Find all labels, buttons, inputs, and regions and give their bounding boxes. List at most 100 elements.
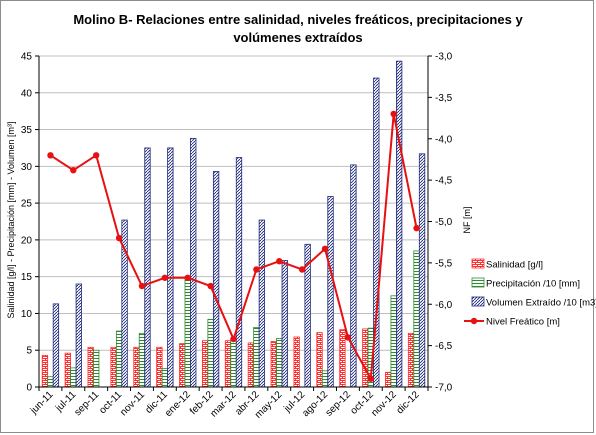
bar-brick [293, 336, 300, 388]
legend-swatch [471, 258, 485, 269]
line-point [344, 334, 352, 341]
axes-layer [35, 55, 432, 391]
x-tick-label: nov-11 [118, 389, 147, 418]
bar-brick [224, 340, 232, 388]
legend-label: Nivel Freático [m] [486, 317, 560, 328]
y2-tick-label: -3,5 [435, 93, 453, 104]
line-point [413, 224, 420, 232]
line-point [207, 282, 214, 290]
line-point [115, 234, 123, 242]
y-tick-label: 45 [21, 52, 33, 63]
line-layer [47, 110, 420, 383]
bar-diag [235, 157, 243, 388]
y-tick-label: 25 [21, 199, 33, 210]
bar-brick [64, 352, 71, 388]
bar-hlines [138, 332, 146, 388]
bar-diag [327, 196, 334, 388]
line-point [367, 375, 374, 382]
legend-label: Precipitación /10 [mm] [486, 279, 580, 290]
line-point [184, 274, 191, 281]
bar-brick [247, 342, 255, 388]
bar-diag [258, 219, 266, 388]
bar-hlines [413, 250, 420, 388]
bar-brick [316, 332, 323, 388]
y-tick-label: 5 [26, 346, 32, 357]
bar-hlines [321, 370, 329, 388]
bar-hlines [253, 327, 260, 388]
line-point [276, 258, 283, 265]
y2-tick-label: -4,5 [435, 176, 453, 187]
line-point [298, 266, 306, 273]
bar-brick [179, 343, 186, 388]
x-tick-label: sep-12 [324, 389, 354, 419]
y2-tick-label: -5,5 [435, 258, 453, 269]
bar-diag [418, 153, 426, 388]
y2-tick-label: -7,0 [435, 383, 453, 394]
line-point [138, 282, 146, 290]
legend-label: Salinidad [g/l] [486, 260, 543, 271]
y2-tick-label: -6,0 [435, 300, 453, 311]
bar-hlines [230, 338, 237, 388]
x-tick-label: dic-12 [395, 389, 422, 416]
line-point [253, 266, 260, 273]
bar-diag [396, 60, 403, 388]
legend-label: Volumen Extraído /10 [m3] [486, 298, 596, 309]
y2-tick-label: -3,0 [435, 52, 453, 63]
bar-hlines [115, 330, 123, 388]
y2-tick-label: -6,5 [435, 341, 453, 352]
chart-title: Molino B- Relaciones entre salinidad, ni… [73, 12, 523, 45]
bar-brick [201, 340, 209, 388]
legend-swatch [471, 277, 485, 288]
bar-brick [339, 329, 346, 388]
y-tick-label: 20 [21, 235, 33, 246]
chart-title-line-1: Molino B- Relaciones entre salinidad, ni… [73, 12, 523, 27]
bar-diag [350, 164, 357, 388]
y-axis-title: Salinidad [g/l] - Precipitación [mm] - V… [6, 121, 16, 318]
bar-diag [281, 260, 288, 388]
x-tick-label: ene-12 [163, 389, 193, 419]
bar-brick [87, 346, 94, 388]
line-point [161, 274, 169, 281]
y-tick-label: 35 [21, 125, 33, 136]
bar-brick [133, 346, 140, 388]
line-point [70, 166, 77, 174]
bar-diag [52, 303, 60, 388]
x-tick-label: sep-11 [72, 389, 101, 418]
bar-hlines [207, 318, 214, 388]
y-tick-label: 0 [26, 383, 32, 394]
chart-title-line-2: volúmenes extraídos [233, 30, 362, 45]
x-tick-label: jun-11 [28, 389, 56, 417]
y-tick-label: 30 [21, 162, 33, 173]
bar-diag [75, 283, 82, 388]
line-point [93, 152, 100, 159]
y-tick-label: 10 [21, 309, 33, 320]
line-point [321, 245, 329, 253]
bar-diag [190, 137, 197, 388]
bar-diag [212, 171, 220, 388]
y-tick-label: 15 [21, 272, 33, 283]
bar-brick [270, 340, 277, 388]
bar-brick [407, 332, 415, 388]
line-point [390, 110, 397, 118]
bar-hlines [70, 367, 77, 388]
y-tick-label: 40 [21, 88, 33, 99]
bar-diag [167, 147, 174, 388]
legend-swatch [471, 296, 485, 307]
bar-diag [144, 147, 151, 388]
bar-hlines [161, 368, 168, 388]
bar-brick [156, 346, 163, 388]
bar-brick [110, 346, 117, 388]
bar-hlines [93, 349, 100, 388]
y2-tick-label: -4,0 [435, 134, 453, 145]
bar-hlines [47, 376, 54, 388]
x-tick-label: nov-12 [369, 389, 399, 419]
x-tick-label: mar-12 [208, 389, 238, 419]
bar-hlines [184, 276, 191, 388]
bar-brick [362, 328, 369, 388]
bar-hlines [276, 338, 283, 388]
line-point [47, 152, 54, 159]
line-point [230, 335, 237, 343]
y2-tick-label: -5,0 [435, 217, 453, 228]
